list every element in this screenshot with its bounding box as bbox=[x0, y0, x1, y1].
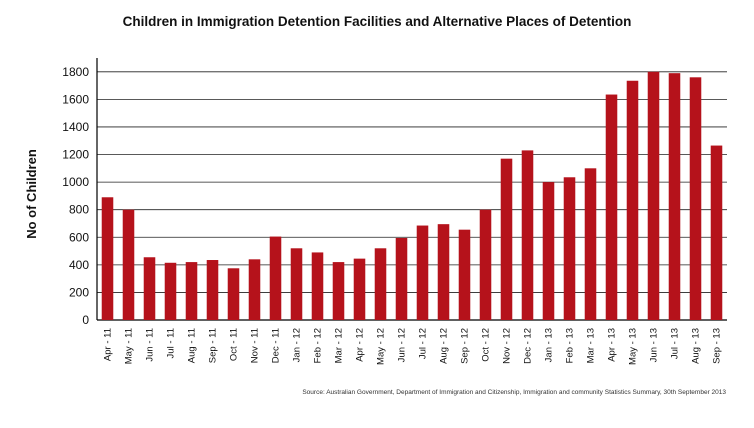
x-tick-label: Jul - 13 bbox=[670, 328, 681, 359]
y-tick-label: 1200 bbox=[62, 148, 89, 162]
chart-title: Children in Immigration Detention Facili… bbox=[122, 14, 632, 29]
x-tick-label: Jun - 12 bbox=[397, 328, 408, 362]
y-tick-label: 1800 bbox=[62, 65, 89, 79]
y-tick-label: 600 bbox=[69, 230, 89, 244]
x-tick-label: May - 11 bbox=[124, 328, 135, 364]
bar bbox=[395, 237, 408, 320]
bar bbox=[374, 248, 387, 320]
x-tick-label: Feb - 12 bbox=[313, 328, 324, 363]
x-tick-label: Sep - 11 bbox=[208, 328, 219, 363]
x-tick-label: Aug - 11 bbox=[187, 328, 198, 363]
y-tick-label: 400 bbox=[69, 258, 89, 272]
bar bbox=[290, 248, 303, 320]
bar bbox=[647, 71, 660, 320]
x-tick-label: Jun - 13 bbox=[649, 328, 660, 362]
bar bbox=[206, 260, 219, 320]
bar bbox=[563, 177, 576, 320]
bar bbox=[437, 224, 450, 320]
bar bbox=[626, 80, 639, 321]
x-tick-label: Aug - 12 bbox=[439, 328, 450, 364]
x-tick-label: Feb - 13 bbox=[565, 328, 576, 363]
bar bbox=[164, 262, 177, 320]
bar bbox=[143, 257, 156, 320]
y-tick-label: 1000 bbox=[62, 175, 89, 189]
bar bbox=[710, 145, 723, 320]
y-tick-label: 1400 bbox=[62, 120, 89, 134]
bar bbox=[122, 209, 135, 320]
x-tick-label: Sep - 13 bbox=[712, 328, 723, 364]
bar bbox=[479, 209, 492, 320]
x-tick-label: Mar - 12 bbox=[334, 328, 345, 363]
bar bbox=[584, 168, 597, 320]
bar bbox=[311, 252, 324, 320]
x-tick-label: May - 12 bbox=[376, 328, 387, 365]
y-tick-label: 1600 bbox=[62, 92, 89, 106]
bar bbox=[269, 236, 282, 320]
x-tick-label: Jan - 12 bbox=[292, 328, 303, 362]
bar bbox=[689, 77, 702, 320]
x-tick-label: Jun - 11 bbox=[145, 328, 156, 362]
y-axis-title: No of Children bbox=[24, 149, 39, 239]
bar bbox=[458, 229, 471, 320]
bar bbox=[101, 197, 114, 320]
bar bbox=[332, 262, 345, 320]
y-tick-label: 800 bbox=[69, 203, 89, 217]
bar bbox=[353, 258, 366, 320]
x-tick-label: Jul - 11 bbox=[166, 328, 177, 358]
bar bbox=[605, 94, 618, 320]
x-tick-label: Apr - 12 bbox=[355, 328, 366, 362]
y-tick-label: 0 bbox=[82, 313, 89, 327]
x-tick-label: Jul - 12 bbox=[418, 328, 429, 359]
bar bbox=[500, 158, 513, 320]
x-tick-label: Dec - 11 bbox=[271, 328, 282, 363]
x-tick-label: Oct - 12 bbox=[481, 328, 492, 362]
x-tick-label: Apr - 13 bbox=[607, 328, 618, 362]
x-tick-label: Nov - 11 bbox=[250, 328, 261, 363]
bar bbox=[248, 259, 261, 320]
bar bbox=[227, 268, 240, 320]
bar bbox=[668, 73, 681, 320]
x-tick-label: Nov - 12 bbox=[502, 328, 513, 364]
chart-source-note: Source: Australian Government, Departmen… bbox=[302, 389, 726, 396]
x-tick-label: Apr - 11 bbox=[103, 328, 114, 361]
x-tick-label: Jan - 13 bbox=[544, 328, 555, 362]
x-tick-label: Sep - 12 bbox=[460, 328, 471, 364]
y-tick-label: 200 bbox=[69, 285, 89, 299]
bar bbox=[542, 182, 555, 320]
x-tick-label: May - 13 bbox=[628, 328, 639, 365]
bar bbox=[185, 262, 198, 320]
bar bbox=[416, 225, 429, 320]
x-tick-label: Mar - 13 bbox=[586, 328, 597, 363]
x-tick-label: Aug - 13 bbox=[691, 328, 702, 364]
bar bbox=[521, 150, 534, 320]
x-tick-label: Oct - 11 bbox=[229, 328, 240, 361]
x-tick-label: Dec - 12 bbox=[523, 328, 534, 364]
